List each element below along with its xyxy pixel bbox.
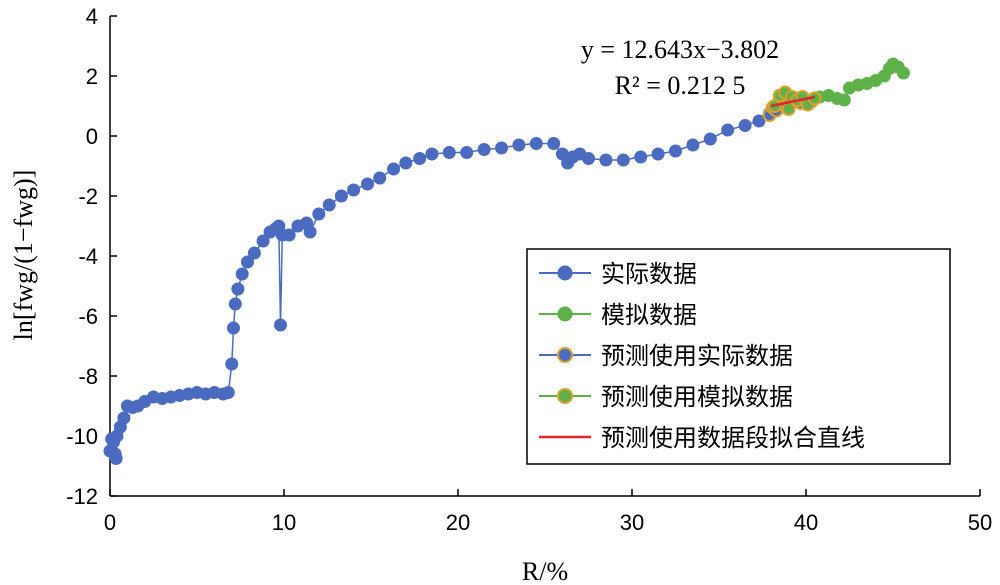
x-tick-label: 30 [620,510,644,535]
x-tick-label: 50 [968,510,992,535]
y-axis-title: ln[fwg/(1−fwg)] [9,170,38,341]
data-point [442,146,456,159]
data-point [322,198,336,212]
legend-swatch-marker [557,347,573,363]
legend-item-4: 预测使用数据段拟合直线 [539,424,865,452]
data-point [703,132,717,146]
data-point [221,386,235,399]
series-3 [767,85,822,116]
legend-label: 实际数据 [601,260,697,288]
legend-item-3: 预测使用模拟数据 [539,383,793,411]
data-point [547,137,561,150]
x-axis-title: R/% [522,557,568,585]
data-point [256,234,270,248]
data-point [599,153,613,167]
y-tick-label: 2 [86,64,98,89]
legend-swatch-marker [557,388,573,404]
legend-item-1: 模拟数据 [539,301,697,329]
data-point [686,138,700,152]
plot-series [103,57,910,465]
data-point [225,357,239,371]
data-point [752,114,766,128]
data-point [425,147,439,161]
y-tick-label: -4 [78,244,98,269]
series-4 [770,95,815,108]
data-point [721,123,735,137]
y-tick-label: -6 [78,304,98,329]
data-point [274,318,287,332]
legend-label: 预测使用数据段拟合直线 [601,424,865,452]
data-point [413,152,427,165]
data-point [228,297,242,311]
data-point [399,156,413,170]
data-point [738,119,752,132]
legend-item-2: 预测使用实际数据 [539,342,793,370]
fit-annotation: y = 12.643x−3.802 R² = 0.212 5 [581,35,779,100]
legend-swatch-marker [557,306,573,322]
data-point [616,153,630,167]
y-tick-label: -8 [78,364,98,389]
data-point [373,171,387,185]
x-tick-label: 20 [446,510,470,535]
data-point [241,255,254,269]
fit-r-squared: R² = 0.212 5 [615,71,746,100]
y-tick-label: 0 [86,124,98,149]
legend-swatch-marker [557,265,573,281]
data-point [460,146,474,159]
y-tick-label: -12 [66,484,98,509]
x-tick-label: 10 [272,510,296,535]
legend-label: 预测使用实际数据 [601,342,793,370]
data-point [477,143,491,156]
data-point [303,225,317,239]
data-point [227,321,240,335]
data-point [282,228,296,242]
data-point [334,189,348,203]
data-point [361,177,374,191]
fit-equation: y = 12.643x−3.802 [581,35,779,64]
y-tick-label: 4 [86,4,98,29]
legend-label: 预测使用模拟数据 [601,383,793,411]
data-point [495,141,508,155]
data-point [312,207,326,221]
data-point [896,66,910,80]
data-point [669,144,682,158]
data-point [837,93,851,107]
data-point [231,282,245,296]
y-tick-label: -10 [66,424,98,449]
data-point [634,150,648,164]
legend-item-0: 实际数据 [539,260,697,288]
data-point [387,162,401,176]
axes: 0 10 20 30 40 50 -12 -10 -8 -6 -4 -2 0 2 4 [66,4,992,535]
series-line [770,95,815,108]
x-tick-label: 40 [794,510,818,535]
y-tick-label: -2 [78,184,98,209]
data-point [109,452,123,465]
legend-label: 模拟数据 [601,301,697,329]
x-tick-label: 0 [104,510,116,535]
data-point [347,183,361,197]
data-point [651,147,665,161]
data-point [529,137,543,150]
series-0 [103,107,776,465]
data-point [235,267,249,281]
data-point [117,411,131,425]
data-point [512,138,526,152]
legend-box [526,248,951,465]
data-point [582,152,595,165]
data-point [247,246,261,260]
